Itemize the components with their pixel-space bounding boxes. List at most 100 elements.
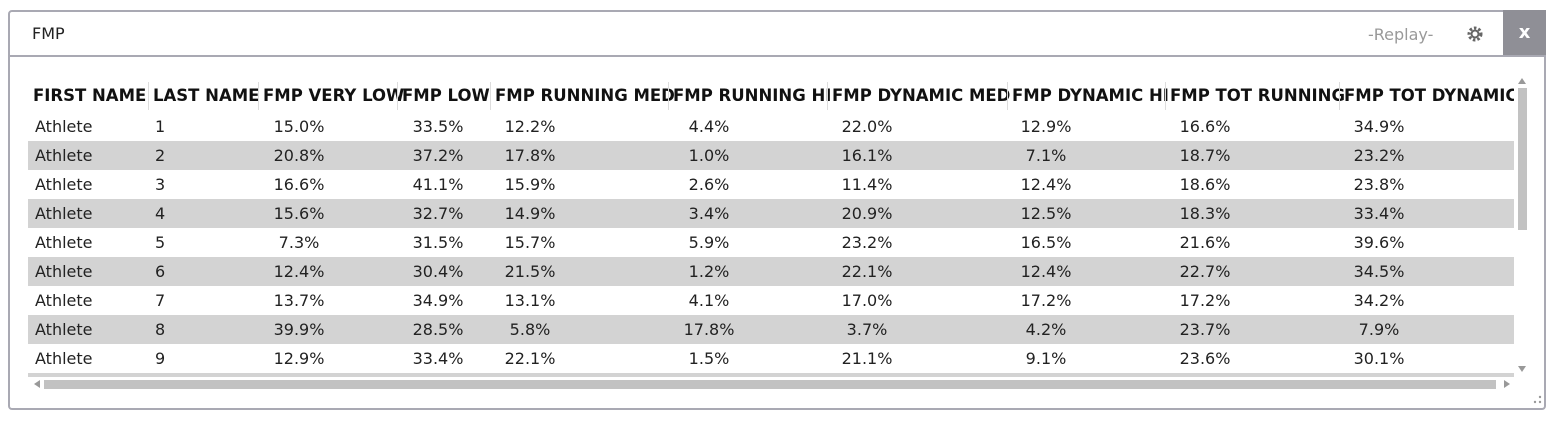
window: FMP -Replay- x FIRST NAME LAST NAME FMP VE…	[8, 10, 1546, 410]
vertical-scrollbar[interactable]	[1514, 74, 1530, 384]
table-cell: 12.4%	[273, 262, 325, 281]
resize-grip[interactable]	[1532, 394, 1542, 404]
table-cell: 39.9%	[273, 320, 325, 339]
table-row: Athlete 1 15.0% 33.5% 12.2% 4.4% 22.0% 12.9% 16.…	[28, 112, 1514, 141]
table-cell: 41.1%	[412, 175, 464, 194]
settings-icon[interactable]	[1465, 24, 1485, 44]
table-cell: 22.0%	[841, 117, 893, 136]
table-cell: 17.8%	[683, 320, 735, 339]
table-cell: Athlete	[35, 291, 93, 310]
table-cell: 16.6%	[273, 175, 325, 194]
table-cell: 30.1%	[1353, 349, 1405, 368]
table-cell: 15.9%	[504, 175, 556, 194]
table-row: Athlete 3 16.6% 41.1% 15.9% 2.6% 11.4% 12.4% 18.…	[28, 170, 1514, 199]
column-header: FMP RUNNING HI	[673, 86, 832, 105]
table-cell: 1.0%	[688, 146, 730, 165]
table-cell: 20.9%	[841, 204, 893, 223]
table-cell: 3	[155, 175, 166, 194]
table-cell: 28.5%	[412, 320, 464, 339]
table-cell: 31.5%	[412, 233, 464, 252]
table-cell: 23.7%	[1179, 320, 1231, 339]
table-cell: 21.1%	[841, 349, 893, 368]
table-cell: 13.1%	[504, 291, 556, 310]
table-row: Athlete 2 20.8% 37.2% 17.8% 1.0% 16.1% 7.1% 18.7…	[28, 141, 1514, 170]
table-cell: 23.2%	[1353, 146, 1405, 165]
column-separator	[827, 82, 828, 110]
table-cell: 30.4%	[412, 262, 464, 281]
column-header: FMP DYNAMIC HI	[1012, 86, 1169, 105]
close-button[interactable]: x	[1503, 10, 1546, 55]
table-cell: 12.2%	[504, 117, 556, 136]
column-separator	[148, 82, 149, 110]
table-cell: 34.9%	[1353, 117, 1405, 136]
table-cell: 23.8%	[1353, 175, 1405, 194]
table-cell: 7.9%	[1358, 320, 1400, 339]
column-separator	[1165, 82, 1166, 110]
table-cell: 16.5%	[1020, 233, 1072, 252]
table-cell: 9	[155, 349, 166, 368]
table-cell: 33.4%	[1353, 204, 1405, 223]
table-cell: 17.8%	[504, 146, 556, 165]
table-row: Athlete 8 39.9% 28.5% 5.8% 17.8% 3.7% 4.2% 23.7%…	[28, 315, 1514, 344]
table-cell: 13.7%	[273, 291, 325, 310]
table-cell: 2.6%	[688, 175, 730, 194]
table-cell: 4	[155, 204, 166, 223]
table-cell: 3.4%	[688, 204, 730, 223]
table-cell: Athlete	[35, 262, 93, 281]
table-cell: 12.4%	[1020, 175, 1072, 194]
column-header: FIRST NAME	[33, 86, 147, 105]
table-cell: 4.1%	[688, 291, 730, 310]
table: FIRST NAME LAST NAME FMP VERY LOW FMP LOW FM…	[28, 72, 1514, 377]
title-bar: FMP -Replay- x	[10, 10, 1546, 57]
column-header: FMP DYNAMIC MED	[832, 86, 1011, 105]
table-cell: 12.9%	[1020, 117, 1072, 136]
table-row: Athlete1015.5%20.7%20.8%2.2%26.8%14.0%23…	[28, 373, 1514, 377]
column-separator	[1007, 82, 1008, 110]
table-cell: 5	[155, 233, 166, 252]
table-cell: 4.4%	[688, 117, 730, 136]
table-cell: 2	[155, 146, 166, 165]
table-cell: 22.1%	[504, 349, 556, 368]
table-cell: Athlete	[35, 320, 93, 339]
table-cell: 7	[155, 291, 166, 310]
horizontal-scrollbar[interactable]	[30, 376, 1514, 392]
column-header: FMP VERY LOW	[263, 86, 405, 105]
table-cell: 23.6%	[1179, 349, 1231, 368]
table-cell: Athlete	[35, 146, 93, 165]
table-row: Athlete 9 12.9% 33.4% 22.1% 1.5% 21.1% 9.1% 23.6…	[28, 344, 1514, 373]
table-row: Athlete 6 12.4% 30.4% 21.5% 1.2% 22.1% 12.4% 22.…	[28, 257, 1514, 286]
table-cell: 16.6%	[1179, 117, 1231, 136]
table-cell: 12.9%	[273, 349, 325, 368]
table-cell: 23.2%	[841, 233, 893, 252]
table-cell: 1.2%	[688, 262, 730, 281]
table-cell: 18.7%	[1179, 146, 1231, 165]
table-cell: 9.1%	[1025, 349, 1067, 368]
table-cell: Athlete	[35, 204, 93, 223]
table-cell: 15.7%	[504, 233, 556, 252]
status-label: -Replay-	[1368, 25, 1434, 44]
column-separator	[258, 82, 259, 110]
table-cell: 5.9%	[688, 233, 730, 252]
column-header: LAST NAME	[153, 86, 260, 105]
column-header: FMP RUNNING MED	[495, 86, 675, 105]
table-cell: 33.4%	[412, 349, 464, 368]
table-cell: 21.5%	[504, 262, 556, 281]
table-row: Athlete 7 13.7% 34.9% 13.1% 4.1% 17.0% 17.2% 17.…	[28, 286, 1514, 315]
table-cell: 1	[155, 117, 166, 136]
window-title: FMP	[32, 24, 65, 43]
column-separator	[490, 82, 491, 110]
table-cell: 14.9%	[504, 204, 556, 223]
table-cell: 15.0%	[273, 117, 325, 136]
table-cell: 34.9%	[412, 291, 464, 310]
table-cell: 18.3%	[1179, 204, 1231, 223]
table-cell: 22.7%	[1179, 262, 1231, 281]
column-separator	[668, 82, 669, 110]
table-cell: 6	[155, 262, 166, 281]
table-cell: 11.4%	[841, 175, 893, 194]
column-separator	[1339, 82, 1340, 110]
header-row: FIRST NAME LAST NAME FMP VERY LOW FMP LOW FM…	[28, 72, 1514, 112]
table-cell: 21.6%	[1179, 233, 1231, 252]
table-cell: Athlete	[35, 175, 93, 194]
table-cell: 7.1%	[1025, 146, 1067, 165]
